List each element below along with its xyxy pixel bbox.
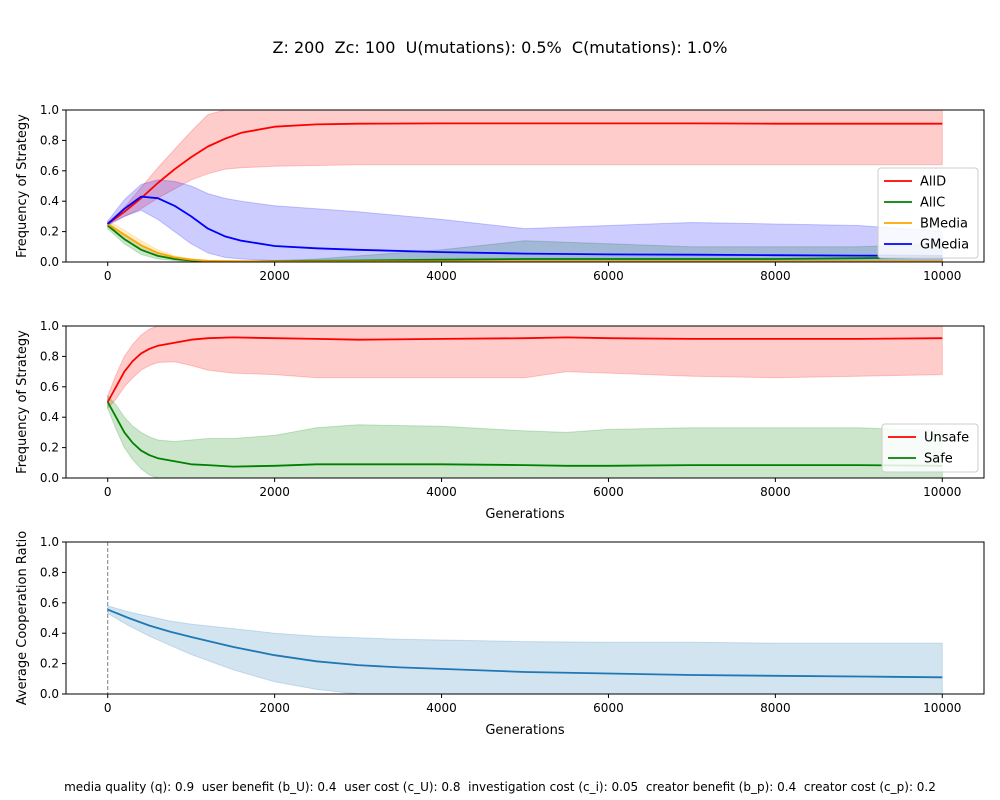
x-axis-label: Generations xyxy=(485,723,565,738)
series-line-1-0 xyxy=(106,336,943,403)
y-tick-label: 0.2 xyxy=(40,225,59,239)
y-tick-label: 0.0 xyxy=(40,687,59,701)
series-line-1-1 xyxy=(106,401,943,468)
legend-box xyxy=(881,423,979,473)
y-tick-label: 1.0 xyxy=(40,103,59,117)
plot-frame-1 xyxy=(65,325,985,479)
x-tick-label: 0 xyxy=(104,701,112,715)
legend-box xyxy=(877,167,979,259)
legend-label: GMedia xyxy=(920,238,969,253)
x-tick-label: 8000 xyxy=(760,485,791,499)
y-axis-label: Average Cooperation Ratio xyxy=(15,531,30,706)
series-line-2-0 xyxy=(107,608,943,679)
x-tick-label: 8000 xyxy=(760,269,791,283)
y-tick-label: 1.0 xyxy=(40,319,59,333)
x-tick-label: 4000 xyxy=(426,701,457,715)
series-band-2-0 xyxy=(107,605,943,695)
y-tick-label: 0.6 xyxy=(40,380,59,394)
y-tick-label: 0.2 xyxy=(40,657,59,671)
series-band-0-0 xyxy=(107,109,943,225)
y-tick-label: 0.4 xyxy=(40,194,59,208)
legend-label: BMedia xyxy=(920,217,968,232)
y-tick-label: 0.0 xyxy=(40,471,59,485)
x-axis-label: Generations xyxy=(485,507,565,522)
legend-label: AllC xyxy=(920,196,945,211)
x-tick-label: 8000 xyxy=(760,701,791,715)
x-tick-label: 2000 xyxy=(259,269,290,283)
legend-label: AllD xyxy=(920,175,946,190)
x-tick-label: 2000 xyxy=(259,485,290,499)
series-line-0-0 xyxy=(107,122,943,225)
legend-label: Safe xyxy=(924,452,953,467)
x-tick-label: 10000 xyxy=(923,485,961,499)
x-tick-label: 10000 xyxy=(923,701,961,715)
y-tick-label: 0.0 xyxy=(40,255,59,269)
plot-frame-2 xyxy=(65,541,985,695)
x-tick-label: 2000 xyxy=(259,701,290,715)
figure-footer: media quality (q): 0.9 user benefit (b_U… xyxy=(64,780,936,794)
y-tick-label: 0.8 xyxy=(40,349,59,363)
x-tick-label: 4000 xyxy=(426,269,457,283)
y-tick-label: 0.8 xyxy=(40,565,59,579)
y-tick-label: 0.6 xyxy=(40,596,59,610)
series-band-0-3 xyxy=(107,179,943,263)
x-tick-label: 10000 xyxy=(923,269,961,283)
x-tick-label: 0 xyxy=(104,269,112,283)
y-tick-label: 0.4 xyxy=(40,410,59,424)
x-tick-label: 4000 xyxy=(426,485,457,499)
y-axis-label: Frequency of Strategy xyxy=(15,330,30,474)
y-tick-label: 0.8 xyxy=(40,133,59,147)
y-tick-label: 0.2 xyxy=(40,441,59,455)
figure-title: Z: 200 Zc: 100 U(mutations): 0.5% C(muta… xyxy=(272,38,728,57)
x-tick-label: 6000 xyxy=(593,269,624,283)
y-tick-label: 1.0 xyxy=(40,535,59,549)
x-tick-label: 6000 xyxy=(593,485,624,499)
legend-label: Unsafe xyxy=(924,431,969,446)
y-axis-label: Frequency of Strategy xyxy=(15,114,30,258)
y-tick-label: 0.6 xyxy=(40,164,59,178)
series-line-0-3 xyxy=(107,195,943,257)
plot-frame-0 xyxy=(65,109,985,263)
y-tick-label: 0.4 xyxy=(40,626,59,640)
x-tick-label: 6000 xyxy=(593,701,624,715)
x-tick-label: 0 xyxy=(104,485,112,499)
